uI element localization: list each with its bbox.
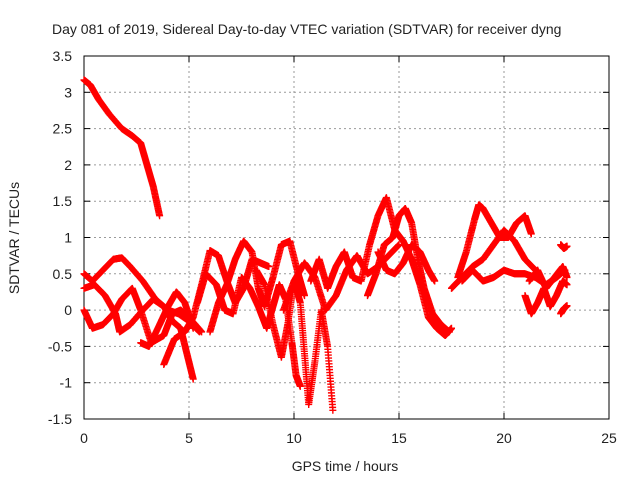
data-point xyxy=(265,263,273,271)
data-point xyxy=(329,406,337,414)
y-tick-label: 0.5 xyxy=(53,266,73,282)
x-tick-label: 25 xyxy=(601,430,617,446)
data-point xyxy=(296,382,304,390)
y-tick-label: 3 xyxy=(64,84,72,100)
x-tick-label: 20 xyxy=(496,430,512,446)
y-tick-label: 1.5 xyxy=(53,193,73,209)
y-tick-label: 2 xyxy=(64,157,72,173)
data-point xyxy=(156,212,164,220)
x-tick-label: 5 xyxy=(185,430,193,446)
y-tick-label: 3.5 xyxy=(53,48,73,64)
series-track-9 xyxy=(252,266,337,414)
x-tick-label: 10 xyxy=(286,430,302,446)
x-tick-label: 0 xyxy=(80,430,88,446)
data-point xyxy=(431,277,439,285)
data-point xyxy=(445,328,453,336)
series-track-20 xyxy=(557,302,571,318)
data-point xyxy=(563,273,571,281)
series-track-13 xyxy=(374,241,439,285)
data-point xyxy=(301,292,308,300)
data-point xyxy=(563,242,571,250)
y-tick-label: 1 xyxy=(64,230,72,246)
data-point xyxy=(527,230,535,238)
y-tick-label: -1.5 xyxy=(48,411,72,427)
y-axis-label: SDTVAR / TECUs xyxy=(6,182,22,294)
series-track-18 xyxy=(525,263,571,292)
data-point xyxy=(563,302,571,310)
y-tick-label: 0 xyxy=(64,302,72,318)
x-axis-label: GPS time / hours xyxy=(292,458,399,474)
y-tick-label: -1 xyxy=(60,375,73,391)
chart-title: Day 081 of 2019, Sidereal Day-to-day VTE… xyxy=(52,21,561,37)
series-track-19 xyxy=(557,241,571,252)
y-tick-label: -0.5 xyxy=(48,338,72,354)
series-track-1 xyxy=(80,76,164,220)
series-track-12 xyxy=(364,204,453,336)
data-point xyxy=(189,324,197,332)
x-tick-label: 15 xyxy=(391,430,407,446)
data-point xyxy=(563,281,571,289)
data-point xyxy=(198,328,206,336)
data-marks xyxy=(80,76,571,414)
data-point xyxy=(189,375,197,383)
axis-ticks: 0 5 10 15 20 25 -1.5 -1 -0.5 0 0.5 1 1.5 2 2.5 3 3.5 xyxy=(48,48,617,446)
y-tick-label: 2.5 xyxy=(53,121,73,137)
